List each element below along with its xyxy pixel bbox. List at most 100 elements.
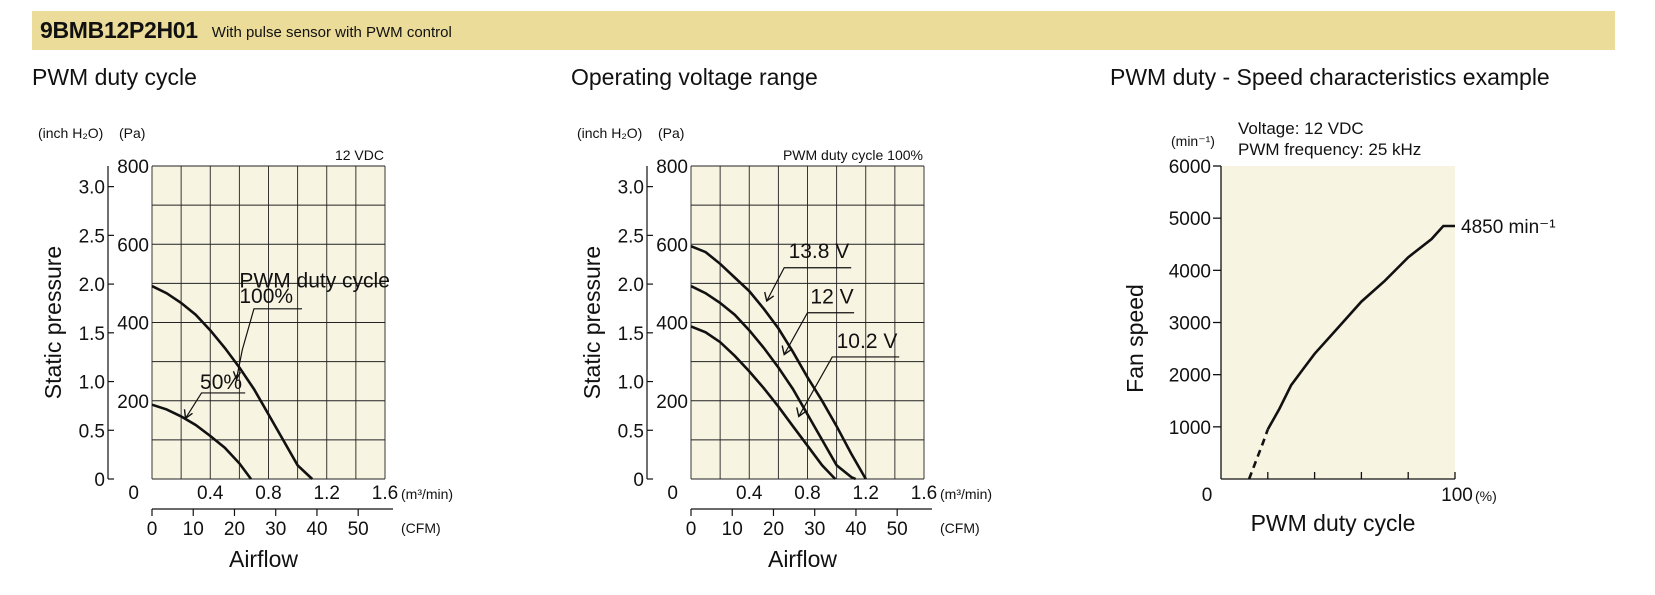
y-tick-label-inch: 2.5 <box>618 226 644 247</box>
cfm-unit: (CFM) <box>401 520 441 536</box>
y-tick-label-inch: 0.5 <box>79 421 105 442</box>
y-unit: (min⁻¹) <box>1171 133 1215 149</box>
x-unit: (m³/min) <box>401 486 453 502</box>
y-tick-label-pa: 0 <box>667 483 678 504</box>
y-tick-label: 1000 <box>1169 418 1211 439</box>
y-tick-label-inch: 1.5 <box>618 324 644 345</box>
y-unit-pa: (Pa) <box>119 125 145 141</box>
series-line <box>690 284 857 481</box>
leader-line <box>235 308 302 380</box>
cfm-tick-label: 30 <box>265 519 286 540</box>
y-tick-label-inch: 0 <box>94 470 105 491</box>
y-unit-inch: (inch H₂O) <box>577 125 642 141</box>
model-subtitle: With pulse sensor with PWM control <box>211 24 452 41</box>
x-tick-label: 100 <box>1441 485 1473 506</box>
arrow-head <box>183 409 193 420</box>
annotation-label: 13.8 V <box>789 240 850 263</box>
series-line <box>151 284 314 480</box>
x-tick-label: 0.4 <box>736 483 763 504</box>
series-line <box>690 244 867 480</box>
x-tick-label: 0 <box>1202 485 1213 506</box>
x-unit: (%) <box>1475 488 1497 504</box>
y-tick-label: 4000 <box>1169 261 1211 282</box>
chart-condition-label: PWM duty cycle 100% <box>783 147 923 163</box>
annotation-label: 10.2 V <box>837 330 898 353</box>
y-tick-label-pa: 400 <box>117 314 149 335</box>
y-tick-label: 5000 <box>1169 209 1211 230</box>
y-tick-label: 6000 <box>1169 157 1211 178</box>
y-tick-label-inch: 1.0 <box>618 373 644 394</box>
cfm-tick-label: 30 <box>804 519 825 540</box>
y-tick-label-pa: 800 <box>117 157 149 178</box>
right-panel-title: PWM duty - Speed characteristics example <box>1110 64 1550 90</box>
annotation-label: 50% <box>200 371 242 394</box>
series-line <box>690 325 837 480</box>
cfm-tick-label: 40 <box>306 519 327 540</box>
leader-line <box>783 312 855 355</box>
annotation-label: 4850 min⁻¹ <box>1461 217 1556 238</box>
arrow-head <box>781 345 792 356</box>
y-tick-label-inch: 0 <box>633 470 644 491</box>
y-tick-label-pa: 200 <box>117 392 149 413</box>
x-tick-label: 0.4 <box>197 483 224 504</box>
arrow-head <box>796 407 807 418</box>
series-line <box>1266 224 1455 431</box>
x-axis-label: Airflow <box>768 546 837 572</box>
middle-panel-title: Operating voltage range <box>571 64 818 90</box>
leader-line <box>184 392 246 419</box>
cfm-tick-label: 10 <box>722 519 743 540</box>
annotation-label: 100% <box>239 285 293 308</box>
x-tick-label: 1.6 <box>372 483 398 504</box>
x-tick-label: 1.2 <box>853 483 879 504</box>
x-unit: (m³/min) <box>940 486 992 502</box>
cfm-tick-label: 40 <box>845 519 866 540</box>
arrow-head <box>764 291 775 303</box>
y-tick-label: 3000 <box>1169 314 1211 335</box>
y-tick-label-pa: 600 <box>656 235 688 256</box>
model-number: 9BMB12P2H01 <box>40 17 198 43</box>
x-axis-label: PWM duty cycle <box>1251 510 1416 536</box>
plot-area <box>1221 166 1455 479</box>
cfm-unit: (CFM) <box>940 520 980 536</box>
x-tick-label: 1.6 <box>911 483 937 504</box>
y-tick-label-pa: 200 <box>656 392 688 413</box>
left-panel-title: PWM duty cycle <box>32 64 197 90</box>
series-line-dashed <box>1247 428 1270 480</box>
x-tick-label: 0.8 <box>794 483 820 504</box>
y-unit-pa: (Pa) <box>658 125 684 141</box>
leader-line <box>798 356 900 417</box>
y-tick-label-inch: 1.0 <box>79 373 105 394</box>
y-tick-label-inch: 3.0 <box>79 178 105 199</box>
cfm-tick-label: 10 <box>183 519 204 540</box>
arrow-head <box>232 370 242 381</box>
y-unit-inch: (inch H₂O) <box>38 125 103 141</box>
y-axis-label: Static pressure <box>579 246 605 399</box>
y-tick-label-inch: 1.5 <box>79 324 105 345</box>
y-tick-label-inch: 2.5 <box>79 226 105 247</box>
x-tick-label: 0.8 <box>255 483 281 504</box>
cfm-tick-label: 0 <box>686 519 697 540</box>
cfm-tick-label: 20 <box>763 519 784 540</box>
cfm-tick-label: 20 <box>224 519 245 540</box>
y-tick-label-inch: 2.0 <box>618 275 644 296</box>
y-tick-label-pa: 600 <box>117 235 149 256</box>
annotation-label: 12 V <box>810 286 853 309</box>
y-tick-label: 2000 <box>1169 366 1211 387</box>
condition-label: Voltage: 12 VDC <box>1238 119 1364 138</box>
y-axis-label: Fan speed <box>1122 284 1148 393</box>
y-tick-label-inch: 2.0 <box>79 275 105 296</box>
y-axis-label: Static pressure <box>40 246 66 399</box>
y-tick-label-inch: 0.5 <box>618 421 644 442</box>
cfm-tick-label: 50 <box>887 519 908 540</box>
x-tick-label: 1.2 <box>314 483 340 504</box>
y-tick-label-pa: 800 <box>656 157 688 178</box>
condition-label: PWM frequency: 25 kHz <box>1238 140 1421 159</box>
y-tick-label-pa: 0 <box>128 483 139 504</box>
chart-condition-label: 12 VDC <box>335 147 384 163</box>
y-tick-label-inch: 3.0 <box>618 178 644 199</box>
header-banner: 9BMB12P2H01 With pulse sensor with PWM c… <box>32 11 1615 50</box>
y-tick-label-pa: 400 <box>656 314 688 335</box>
x-axis-label: Airflow <box>229 546 298 572</box>
series-line <box>151 403 253 480</box>
